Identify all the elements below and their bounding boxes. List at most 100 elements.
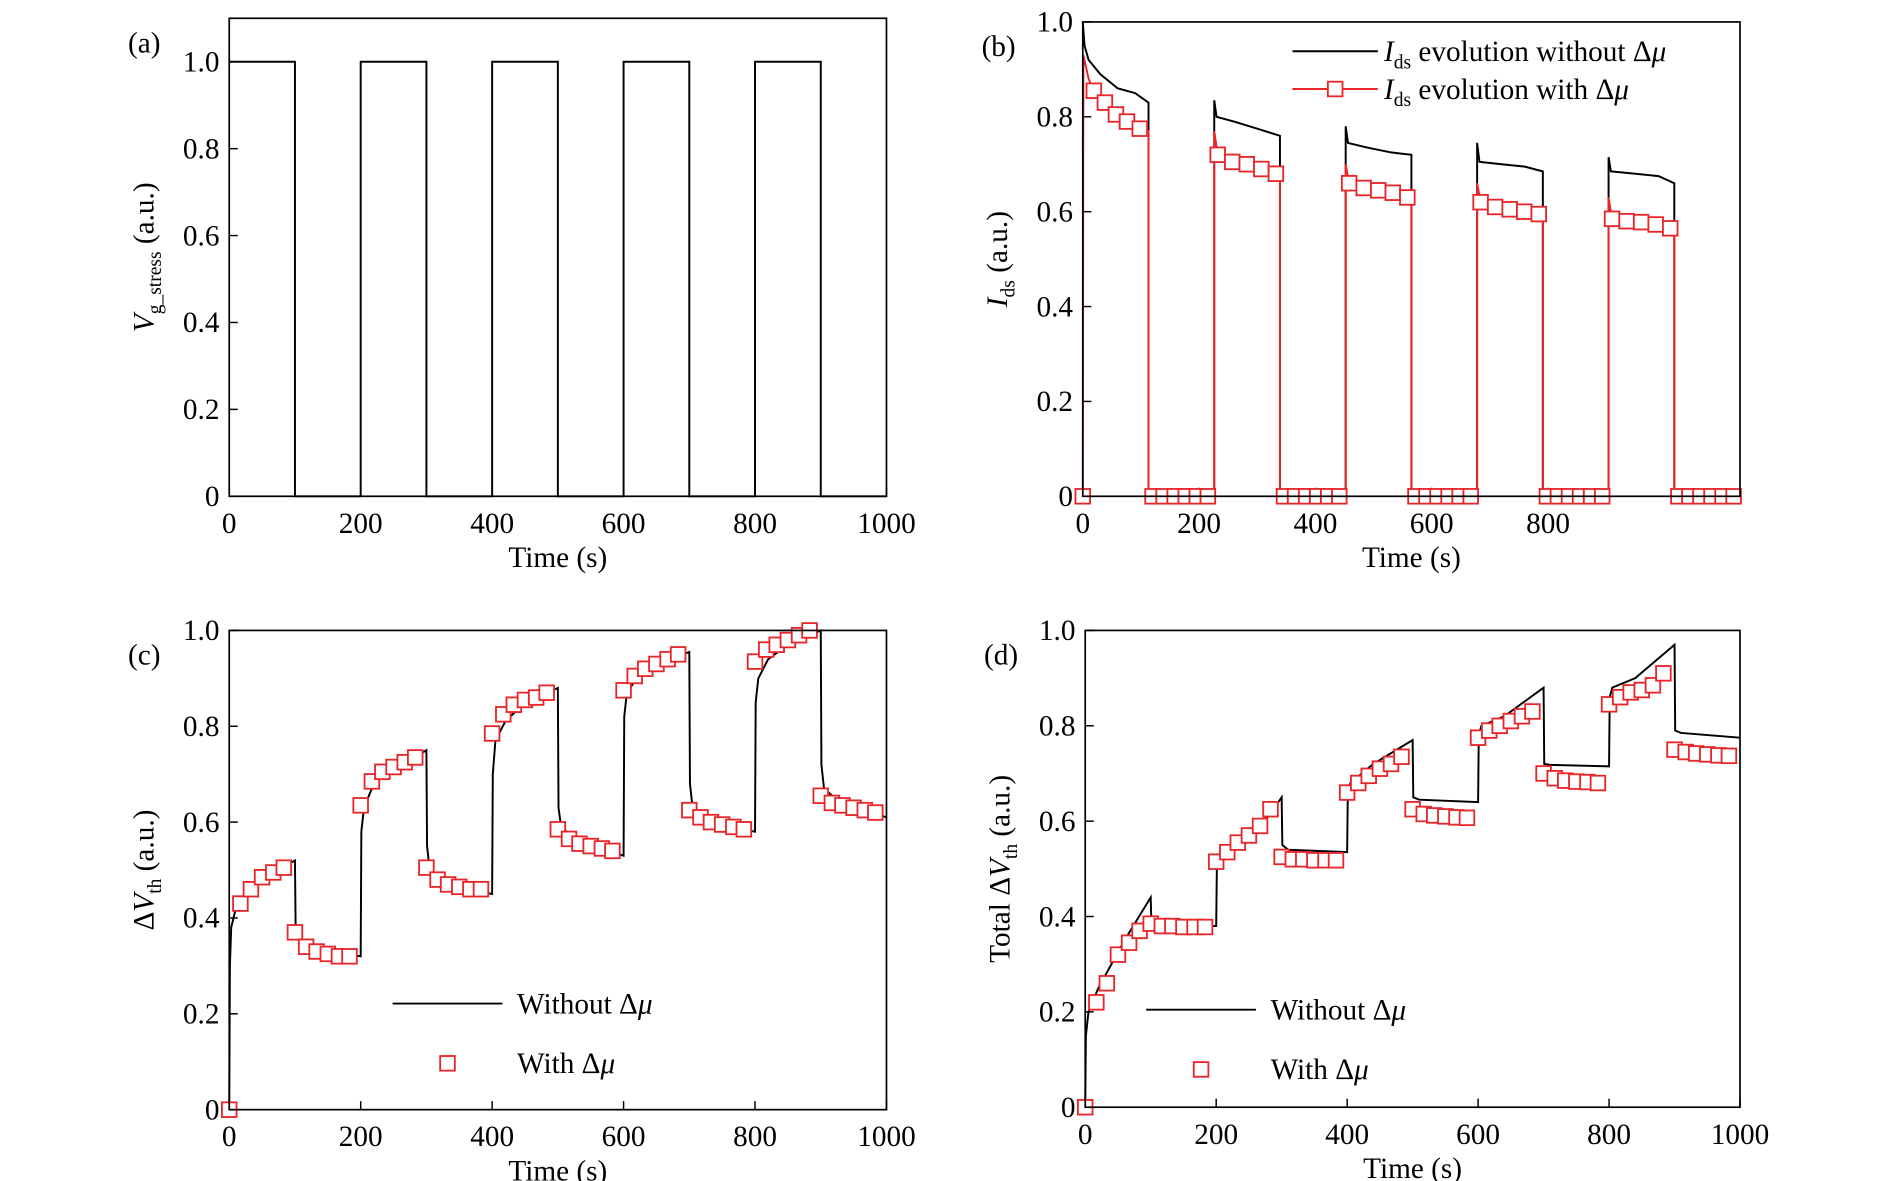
- x-tick-label: 200: [1194, 1119, 1238, 1151]
- label-part: V: [129, 891, 161, 912]
- y-tick-label: 0.6: [1039, 806, 1076, 838]
- label-part: V: [129, 311, 161, 332]
- label-part: I: [1383, 74, 1395, 106]
- y-tick-label: 1.0: [1039, 615, 1076, 647]
- marker: [1253, 160, 1270, 178]
- legend-label: Without Δμ: [517, 988, 653, 1020]
- x-tick-label: 0: [222, 1121, 237, 1153]
- marker: [604, 842, 621, 860]
- label-part: (a.u.): [982, 211, 1014, 280]
- panel-label: (a): [128, 27, 160, 59]
- y-tick-label: 0.6: [183, 807, 220, 839]
- marker: [1644, 677, 1662, 694]
- x-axis-label: Time (s): [1362, 542, 1461, 574]
- marker: [472, 880, 490, 898]
- panel-label: (c): [128, 640, 160, 672]
- marker: [1501, 201, 1518, 218]
- y-tick-label: 0.2: [1036, 386, 1073, 418]
- marker: [341, 948, 358, 965]
- marker: [407, 749, 424, 766]
- marker: [1251, 817, 1269, 835]
- x-tick-label: 400: [470, 1121, 514, 1153]
- marker: [1632, 213, 1650, 231]
- marker: [1458, 809, 1476, 827]
- y-tick-label: 0: [1058, 481, 1073, 513]
- legend-label: Ids evolution without Δμ: [1383, 36, 1666, 73]
- label-part: μ: [599, 1048, 615, 1080]
- series-line: [1081, 21, 1741, 498]
- label-part: Without Δ: [517, 988, 638, 1020]
- marker: [1109, 946, 1127, 963]
- y-tick-label: 0.2: [1039, 997, 1076, 1029]
- y-axis-label: Vg_stress (a.u.): [129, 182, 166, 332]
- x-tick-label: 200: [1177, 508, 1221, 540]
- x-tick-label: 1000: [1711, 1119, 1769, 1151]
- marker: [1393, 748, 1410, 766]
- marker: [232, 895, 249, 912]
- label-part: μ: [1390, 994, 1406, 1026]
- label-part: μ: [637, 988, 653, 1020]
- legend-label: With Δμ: [1271, 1054, 1369, 1086]
- label-part: I: [1383, 36, 1395, 68]
- label-part: μ: [1651, 36, 1667, 68]
- x-tick-label: 800: [1587, 1119, 1631, 1151]
- x-tick-label: 200: [339, 508, 383, 540]
- axes-frame: [1081, 21, 1741, 498]
- label-part: V: [985, 856, 1017, 877]
- marker: [1209, 146, 1226, 163]
- y-tick-label: 0: [205, 481, 220, 513]
- x-tick-label: 400: [470, 508, 514, 540]
- y-axis-label: Ids (a.u.): [982, 211, 1019, 308]
- y-tick-label: 0.8: [183, 711, 220, 743]
- axes-frame: [228, 17, 888, 498]
- marker: [1262, 801, 1279, 818]
- marker: [352, 797, 369, 814]
- label-part: (a.u.): [129, 182, 161, 251]
- legend-marker: [1192, 1061, 1210, 1078]
- legend-label: Ids evolution with Δμ: [1383, 74, 1629, 111]
- x-tick-label: 0: [222, 508, 237, 540]
- x-tick-label: 0: [1078, 1119, 1093, 1151]
- marker: [669, 646, 687, 663]
- marker: [1647, 216, 1664, 233]
- label-part: Without Δ: [1271, 994, 1392, 1026]
- marker: [1327, 852, 1345, 869]
- series-line: [229, 60, 887, 498]
- marker: [418, 859, 435, 876]
- y-tick-label: 0.8: [1036, 102, 1073, 134]
- y-tick-label: 0.4: [183, 307, 220, 339]
- marker: [1516, 203, 1533, 220]
- series-line: [1081, 54, 1676, 498]
- marker: [1720, 747, 1738, 765]
- legend-label: With Δμ: [517, 1048, 615, 1080]
- marker: [242, 880, 260, 898]
- y-tick-label: 0.2: [183, 394, 220, 426]
- marker: [1238, 156, 1256, 173]
- label-part: With Δ: [1271, 1054, 1354, 1086]
- label-part: (a.u.): [985, 775, 1017, 844]
- label-part: evolution with Δ: [1411, 74, 1614, 106]
- x-axis-label: Time (s): [508, 1155, 607, 1181]
- y-tick-label: 0.8: [1039, 711, 1076, 743]
- marker: [1088, 994, 1105, 1011]
- label-part: With Δ: [517, 1048, 600, 1080]
- label-part: μ: [1353, 1054, 1369, 1086]
- x-tick-label: 600: [1456, 1119, 1500, 1151]
- marker: [538, 684, 555, 701]
- y-tick-label: 0.4: [183, 903, 220, 935]
- marker: [1340, 174, 1358, 192]
- marker: [1661, 220, 1679, 237]
- marker: [1098, 975, 1116, 992]
- label-part: th: [1001, 844, 1022, 859]
- y-axis-label: ΔVth (a.u.): [129, 810, 166, 931]
- x-tick-label: 800: [733, 508, 777, 540]
- label-part: ds: [1394, 90, 1411, 111]
- y-tick-label: 0: [1061, 1092, 1076, 1124]
- axes-frame: [1084, 629, 1741, 1109]
- marker: [1131, 120, 1149, 137]
- label-part: ds: [1394, 52, 1411, 73]
- marker: [1618, 212, 1635, 230]
- y-axis-label: Total ΔVth (a.u.): [985, 775, 1022, 963]
- x-tick-label: 1000: [857, 508, 915, 540]
